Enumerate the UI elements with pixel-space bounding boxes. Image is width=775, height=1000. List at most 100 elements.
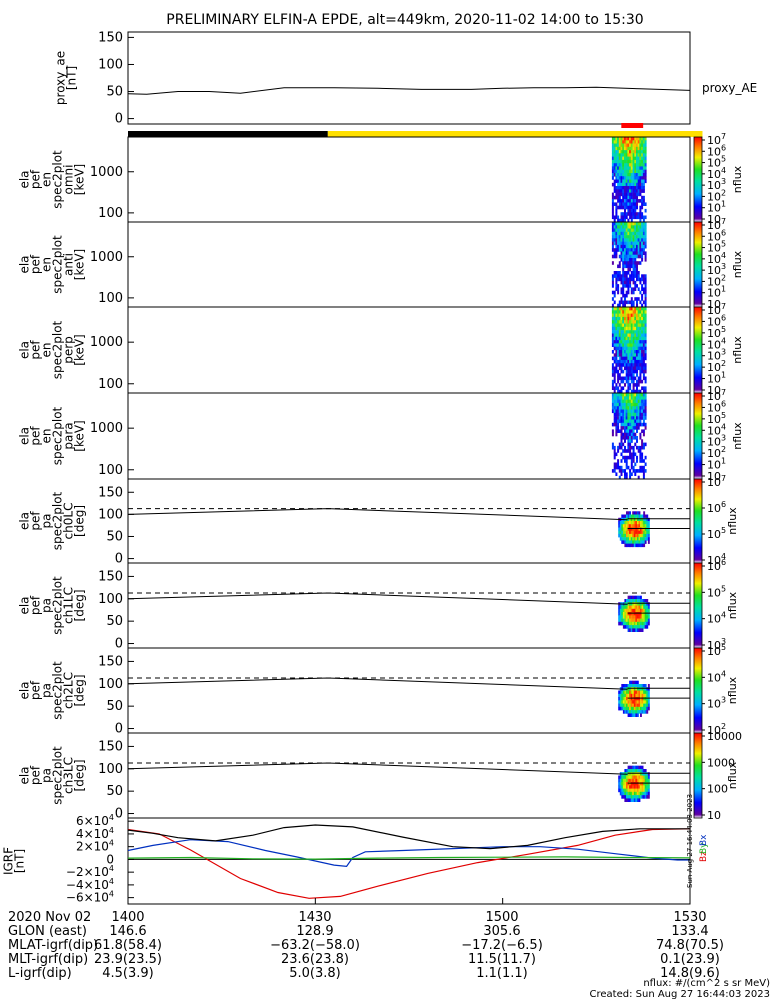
heatmap-cell	[641, 795, 644, 799]
heatmap-cell	[629, 452, 632, 457]
heatmap-cell	[644, 426, 647, 430]
heatmap-cell	[630, 363, 633, 367]
heatmap-cell	[632, 706, 635, 711]
heatmap-cell	[641, 359, 644, 364]
heatmap-cell	[644, 618, 647, 623]
heatmap-cell	[635, 690, 638, 695]
heatmap-cell	[629, 439, 632, 443]
heatmap-cell	[630, 615, 633, 619]
heatmap-cell	[641, 765, 644, 770]
heatmap-cell	[620, 320, 623, 324]
heatmap-cell	[627, 254, 630, 259]
spectrogram-ela_pef_en_spec2plot_para: 1000100elapefenspec2plotpara[keV]1071061…	[18, 388, 745, 483]
heatmap-cell	[630, 169, 633, 174]
heatmap-cell	[629, 687, 631, 691]
heatmap-cell	[633, 608, 636, 613]
heatmap-cell	[634, 280, 637, 285]
heatmap-cell	[622, 700, 625, 704]
heatmap-cell	[632, 231, 635, 236]
heatmap-cell	[632, 274, 635, 278]
heatmap-cell	[642, 274, 645, 278]
heatmap-cell	[634, 199, 637, 203]
heatmap-cell	[624, 697, 627, 701]
heatmap-cell	[630, 179, 633, 184]
heatmap-cell	[611, 316, 614, 321]
heatmap-cell	[629, 527, 631, 531]
heatmap-cell	[629, 163, 632, 167]
heatmap-cell	[626, 537, 628, 541]
heatmap-cell	[642, 373, 645, 377]
heatmap-cell	[647, 602, 650, 606]
heatmap-cell	[637, 248, 640, 252]
heatmap-cell	[630, 521, 633, 525]
heatmap-cell	[617, 238, 620, 242]
heatmap-cell	[627, 231, 630, 236]
heatmap-cell	[622, 469, 625, 473]
y-tick-label: 100	[98, 677, 123, 692]
heatmap-cell	[624, 199, 626, 203]
heatmap-cell	[643, 684, 646, 688]
heatmap-cell	[634, 225, 637, 229]
heatmap-cell	[625, 182, 628, 187]
heatmap-cell	[622, 202, 625, 206]
heatmap-cell	[630, 798, 633, 802]
heatmap-cell	[630, 244, 633, 249]
heatmap-cell	[633, 700, 636, 704]
heatmap-cell	[622, 605, 625, 610]
heatmap-cell	[637, 320, 640, 324]
heatmap-cell	[632, 212, 635, 216]
ephemeris-1430-mlt: 23.6(23.8)	[281, 952, 349, 967]
heatmap-cell	[613, 153, 616, 157]
heatmap-cell	[618, 271, 621, 275]
panel-frame	[127, 562, 691, 649]
heatmap-cell	[637, 274, 640, 278]
heatmap-cell	[641, 530, 644, 535]
heatmap-cell	[627, 442, 630, 447]
heatmap-cell	[634, 173, 637, 177]
heatmap-cell	[613, 452, 616, 457]
heatmap-cell	[632, 248, 635, 252]
heatmap-cell	[613, 274, 616, 278]
heatmap-cell	[632, 778, 635, 783]
heatmap-cell	[632, 422, 635, 427]
heatmap-cell	[632, 788, 635, 793]
heatmap-cell	[632, 697, 635, 701]
heatmap-cell	[636, 356, 638, 361]
heatmap-cell	[624, 795, 627, 799]
heatmap-cell	[639, 290, 642, 295]
heatmap-cell	[640, 605, 642, 610]
heatmap-cell	[620, 215, 623, 220]
heatmap-cell	[639, 173, 642, 177]
heatmap-cell	[622, 455, 625, 460]
heatmap-cell	[630, 599, 633, 603]
heatmap-cell	[630, 690, 633, 695]
heatmap-cell	[611, 199, 614, 203]
heatmap-cell	[636, 445, 638, 450]
heatmap-cell	[640, 703, 642, 708]
heatmap-cell	[618, 179, 621, 184]
heatmap-cell	[647, 621, 650, 626]
heatmap-cell	[643, 543, 646, 548]
colorbar-tick-label: 103	[707, 696, 726, 711]
heatmap-cell	[642, 163, 645, 167]
heatmap-cell	[625, 449, 628, 453]
heatmap-cell	[639, 182, 642, 187]
heatmap-cell	[615, 277, 618, 282]
ephemeris-1400-glon: 146.6	[109, 924, 146, 939]
heatmap-cell	[611, 140, 614, 144]
heatmap-cell	[634, 346, 637, 351]
heatmap-cell	[619, 605, 622, 610]
heatmap-cell	[641, 517, 644, 522]
heatmap-cell	[624, 788, 627, 793]
heatmap-cell	[624, 690, 627, 695]
heatmap-cell	[627, 406, 630, 410]
heatmap-cell	[639, 356, 642, 361]
heatmap-cell	[642, 376, 645, 381]
heatmap-cell	[642, 472, 645, 476]
heatmap-cell	[618, 608, 621, 613]
heatmap-cell	[618, 264, 621, 269]
heatmap-cell	[627, 300, 630, 305]
heatmap-cell	[629, 409, 632, 414]
heatmap-cell	[636, 215, 638, 220]
heatmap-cell	[641, 150, 644, 154]
